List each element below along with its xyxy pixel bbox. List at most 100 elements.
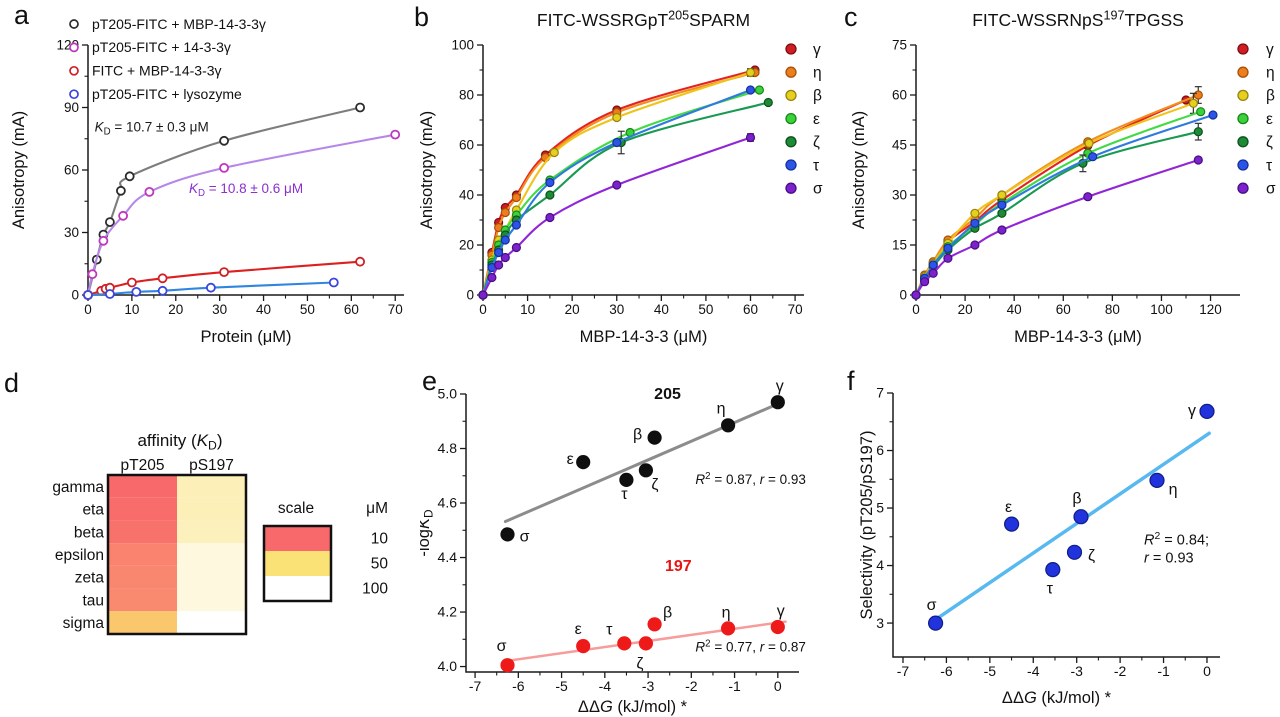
annotation: KD = 10.7 ± 0.3 μM (95, 119, 209, 137)
cell-sigma-pS197 (177, 611, 246, 634)
point-label: β (1072, 491, 1081, 508)
panel-b: b 0 10 20 30 40 50 60 70 0 20 40 60 80 100 MBP-14-3-3 … (410, 0, 840, 360)
data-point (205, 282, 216, 293)
fit-curve (915, 110, 1202, 296)
data-point (997, 190, 1007, 200)
y-tick-label: 6 (876, 442, 884, 458)
point-label: σ (927, 597, 937, 614)
row-label: gamma (52, 479, 104, 496)
data-point (1149, 472, 1165, 489)
data-point (493, 260, 504, 270)
x-tick-label: 0 (912, 302, 920, 317)
plot-area: 0 10 20 30 40 50 60 70 0 20 40 60 80 100 MBP-14-3-3 (μ… (418, 8, 804, 346)
data-point (500, 658, 515, 673)
data-point (1004, 516, 1020, 532)
y-tick-label: 60 (64, 163, 79, 178)
y-tick-label: 60 (892, 88, 907, 103)
legend-label: pT205-FITC + lysozyme (92, 86, 242, 102)
x-tick-label: 70 (788, 302, 803, 317)
cell-zeta-pT205 (108, 565, 177, 589)
data-point (754, 85, 764, 95)
point-label: η (722, 604, 731, 621)
legend-marker (69, 19, 79, 29)
row-label: beta (74, 524, 105, 541)
legend-label: β (1266, 88, 1275, 105)
x-tick-label: 120 (1199, 302, 1222, 317)
scale-border (262, 524, 333, 603)
data-point (638, 636, 653, 651)
panel-f-chart: -7 -6 -5 -4 -3 -2 -1 0 3 4 5 6 7 ΔΔG (kJ/mol) * Select… (858, 385, 1220, 707)
y-tick-label: 80 (459, 88, 474, 103)
series-σ (911, 155, 1203, 300)
legend-marker (785, 89, 797, 102)
point-label: γ (1188, 402, 1196, 419)
plot-area: 0 20 40 60 80 100 120 0 15 30 45 60 75 MBP-14-3-3 (μM… (850, 8, 1240, 346)
x-axis-label: ΔΔG (kJ/mol) * (1002, 689, 1112, 707)
cell-epsilon-pT205 (108, 543, 177, 566)
data-point (970, 218, 980, 228)
y-tick-label: 4.0 (438, 658, 458, 674)
data-point (219, 135, 230, 146)
data-point (487, 272, 497, 283)
scale-title: scale (278, 500, 314, 517)
series-ε (911, 107, 1206, 300)
axes (892, 393, 1220, 658)
data-point (126, 277, 137, 288)
y-tick-label: 5.0 (438, 386, 458, 402)
legend-label: ε (1266, 111, 1273, 128)
trend-line (932, 431, 1211, 622)
x-tick-label: 30 (212, 302, 227, 317)
data-point (928, 268, 938, 278)
legend-marker (1237, 112, 1249, 125)
annotation: R2 = 0.84; (1144, 531, 1209, 549)
scale-swatch-50 (264, 551, 331, 576)
legend-label: ζ (813, 134, 820, 151)
legend-label: γ (1266, 41, 1274, 58)
y-tick-label: 15 (892, 238, 907, 253)
data-point (390, 129, 401, 140)
x-tick-label: 50 (698, 302, 713, 317)
data-point (124, 171, 135, 182)
data-point (997, 225, 1007, 235)
panel-c-chart: 0 20 40 60 80 100 120 0 15 30 45 60 75 MBP-14-3-3 (μM… (850, 8, 1276, 346)
data-point (511, 242, 522, 253)
series-pT205-FITC + lysozyme (83, 277, 339, 300)
point-label: τ (621, 486, 628, 503)
column-header: pS197 (189, 457, 234, 474)
panel-b-chart: 0 10 20 30 40 50 60 70 0 20 40 60 80 100 MBP-14-3-3 (μ… (418, 8, 823, 346)
point-label: γ (776, 378, 784, 395)
annotation: R2 = 0.77, r = 0.87 (695, 638, 805, 654)
y-tick-label: 20 (459, 238, 474, 253)
legend-label: ε (813, 111, 820, 128)
x-tick-label: 60 (344, 302, 359, 317)
legend-label: τ (813, 157, 819, 174)
cell-eta-pS197 (177, 497, 246, 521)
data-point (745, 85, 756, 95)
cell-gamma-pS197 (177, 475, 246, 498)
y-axis-label: Anisotropy (mA) (418, 111, 436, 229)
x-tick-label: 50 (300, 302, 315, 317)
x-tick-label: -1 (1157, 663, 1170, 679)
y-axis-label: -logKD (420, 509, 436, 557)
legend-label: β (813, 88, 822, 105)
axes (87, 45, 404, 296)
x-tick-label: 40 (654, 302, 669, 317)
y-tick-label: 3 (876, 615, 884, 631)
y-tick-label: 75 (892, 38, 907, 53)
row-label: zeta (75, 570, 105, 587)
heatmap-border (106, 473, 248, 636)
series-197: σ ε τ ζ β η γ (497, 603, 785, 672)
annotation: KD = 10.8 ± 0.6 μM (189, 181, 303, 199)
legend-marker (785, 159, 797, 171)
legend: pT205-FITC + MBP-14-3-3γ pT205-FITC + 14-… (69, 16, 266, 102)
y-axis-label: Anisotropy (mA) (10, 111, 28, 229)
data-point (511, 220, 522, 230)
row-label: epsilon (55, 547, 104, 564)
panel-e-chart: -7 -6 -5 -4 -3 -2 -1 0 4.0 4.2 4.4 4.6 4.8 5.0 ΔΔG (kJ… (420, 378, 806, 716)
x-tick-label: -4 (1027, 663, 1040, 679)
scale-swatch-100 (264, 576, 331, 601)
legend-marker (785, 136, 797, 148)
data-point (83, 290, 93, 300)
legend-marker (1237, 136, 1249, 148)
cell-tau-pS197 (177, 588, 246, 612)
